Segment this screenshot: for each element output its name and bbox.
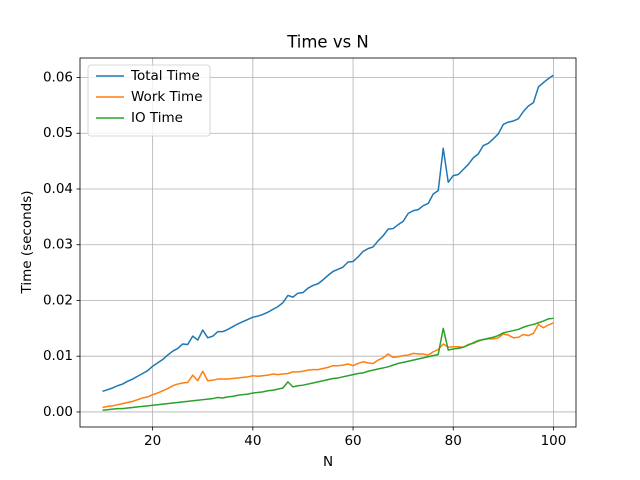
chart-title: Time vs N <box>286 33 369 52</box>
y-tick-label: 0.04 <box>43 181 73 197</box>
x-tick-label: 60 <box>344 433 361 449</box>
x-tick-label: 40 <box>244 433 261 449</box>
y-tick-label: 0.02 <box>43 292 73 308</box>
ticks: 20 40 60 80 100 0.00 0.01 0.02 0.03 0.04 0.05 0.06 <box>43 70 566 449</box>
y-axis-label: Time (seconds) <box>19 190 35 294</box>
plot-lines <box>102 74 554 412</box>
legend-label: Work Time <box>131 89 203 105</box>
axes-frame <box>79 57 577 428</box>
legend-label: Total Time <box>130 68 200 84</box>
x-tick-label: 80 <box>445 433 462 449</box>
y-tick-label: 0.01 <box>43 348 73 364</box>
legend: Total Time Work Time IO Time <box>87 64 211 137</box>
legend-label: IO Time <box>131 110 183 126</box>
x-tick-label: 20 <box>144 433 161 449</box>
grid <box>80 58 576 427</box>
y-tick-label: 0.06 <box>43 70 73 86</box>
y-tick-label: 0.03 <box>43 237 73 253</box>
x-axis-label: N <box>323 454 333 470</box>
y-tick-label: 0.05 <box>43 125 73 141</box>
x-tick-label: 100 <box>541 433 567 449</box>
series-line <box>102 74 554 393</box>
y-tick-label: 0.00 <box>43 404 73 420</box>
series-line <box>102 317 554 412</box>
